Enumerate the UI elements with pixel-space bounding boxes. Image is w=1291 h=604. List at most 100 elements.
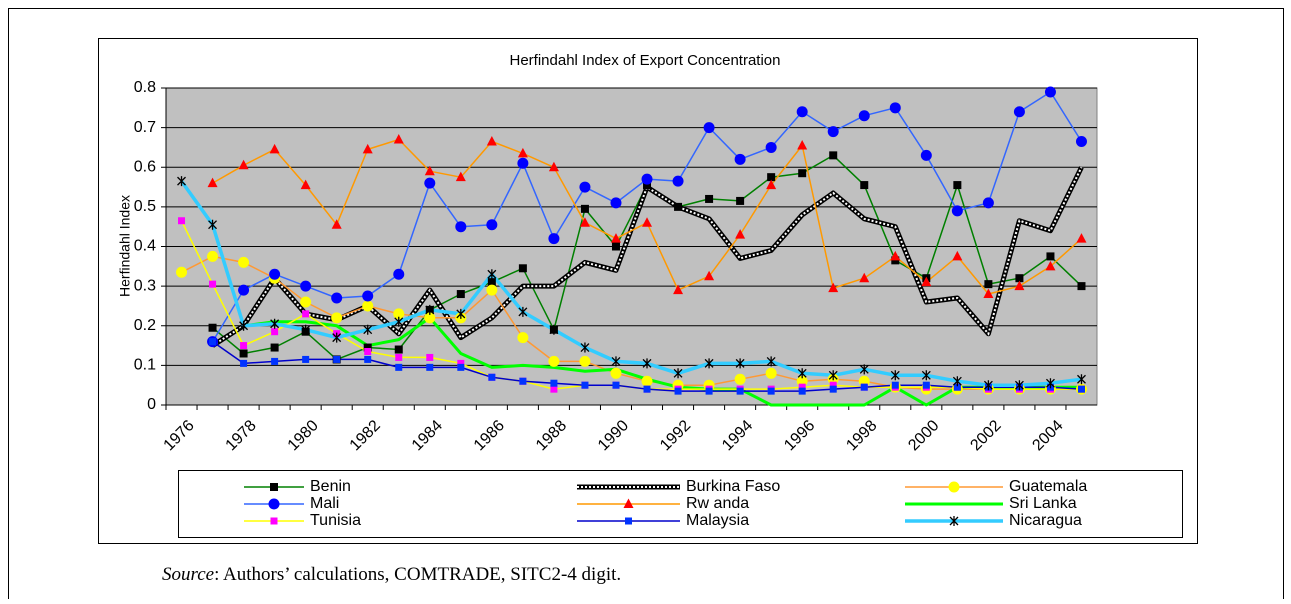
y-tick-label: 0.5 <box>134 198 156 215</box>
marker <box>332 332 342 343</box>
marker <box>363 324 373 335</box>
series-line <box>243 316 1082 407</box>
marker <box>765 141 777 153</box>
marker <box>456 308 466 319</box>
marker <box>517 147 528 158</box>
marker <box>672 175 684 187</box>
marker <box>625 517 632 525</box>
marker <box>550 385 558 393</box>
marker <box>951 205 963 217</box>
marker <box>1077 282 1086 291</box>
marker <box>828 370 838 381</box>
marker <box>207 250 219 262</box>
marker <box>983 288 994 299</box>
marker <box>890 250 901 261</box>
marker <box>703 122 715 134</box>
marker <box>177 176 186 187</box>
marker <box>271 357 279 365</box>
marker <box>920 149 932 161</box>
legend-label: Burkina Faso <box>686 478 780 495</box>
marker <box>766 356 776 367</box>
marker <box>300 296 312 308</box>
marker <box>268 498 280 510</box>
marker <box>548 161 559 172</box>
source-label: Source <box>162 564 214 585</box>
marker <box>734 373 746 385</box>
marker <box>1013 106 1025 118</box>
marker <box>859 364 869 375</box>
marker <box>827 126 839 138</box>
marker <box>270 517 278 525</box>
marker <box>983 380 993 391</box>
marker <box>300 280 312 292</box>
marker <box>674 387 682 395</box>
legend-label: Tunisia <box>310 512 361 529</box>
marker <box>393 268 405 280</box>
marker <box>1044 86 1056 98</box>
y-tick-label: 0.1 <box>134 357 156 374</box>
marker <box>486 284 498 296</box>
marker <box>486 135 497 146</box>
marker <box>517 157 529 169</box>
marker <box>424 177 436 189</box>
marker <box>331 312 343 324</box>
marker <box>269 268 281 280</box>
marker <box>735 358 745 369</box>
marker <box>362 300 374 312</box>
marker <box>579 355 591 367</box>
marker <box>890 370 900 381</box>
legend-label: Malaysia <box>686 512 749 529</box>
y-tick-label: 0.3 <box>134 277 156 294</box>
y-tick-label: 0.4 <box>134 238 156 255</box>
marker <box>550 379 558 387</box>
marker <box>456 290 465 299</box>
marker <box>952 250 963 261</box>
marker <box>364 355 372 363</box>
legend-label: Benin <box>310 478 351 495</box>
marker <box>1077 385 1085 393</box>
marker <box>364 348 372 356</box>
marker <box>208 219 218 230</box>
y-tick-label: 0.8 <box>134 79 156 96</box>
series-line <box>180 180 1082 387</box>
marker <box>426 363 434 371</box>
marker <box>798 383 806 391</box>
marker <box>612 381 620 389</box>
marker <box>829 151 838 160</box>
marker <box>922 381 930 389</box>
marker <box>705 194 714 203</box>
marker <box>641 173 653 185</box>
marker <box>455 221 467 233</box>
marker <box>209 338 217 346</box>
marker <box>239 349 248 358</box>
marker <box>362 290 374 302</box>
marker <box>176 266 188 278</box>
marker <box>982 197 994 209</box>
marker <box>488 373 496 381</box>
marker <box>331 219 342 229</box>
marker <box>623 498 634 508</box>
marker <box>673 284 684 295</box>
marker <box>395 363 403 371</box>
marker <box>548 233 560 245</box>
marker <box>487 269 497 280</box>
marker <box>362 143 373 154</box>
marker <box>704 358 714 369</box>
marker <box>426 353 434 361</box>
marker <box>455 171 466 182</box>
marker <box>394 345 403 354</box>
marker <box>611 242 620 251</box>
legend-label: Rw anda <box>686 495 749 512</box>
marker <box>797 368 807 379</box>
legend-label: Sri Lanka <box>1009 495 1077 512</box>
marker <box>580 342 590 353</box>
marker <box>518 264 527 273</box>
marker <box>240 359 248 367</box>
legend-box <box>178 470 1183 538</box>
marker <box>302 355 310 363</box>
marker <box>486 219 498 231</box>
marker <box>889 102 901 114</box>
marker <box>1014 380 1024 391</box>
marker <box>457 359 465 367</box>
marker <box>921 276 932 287</box>
